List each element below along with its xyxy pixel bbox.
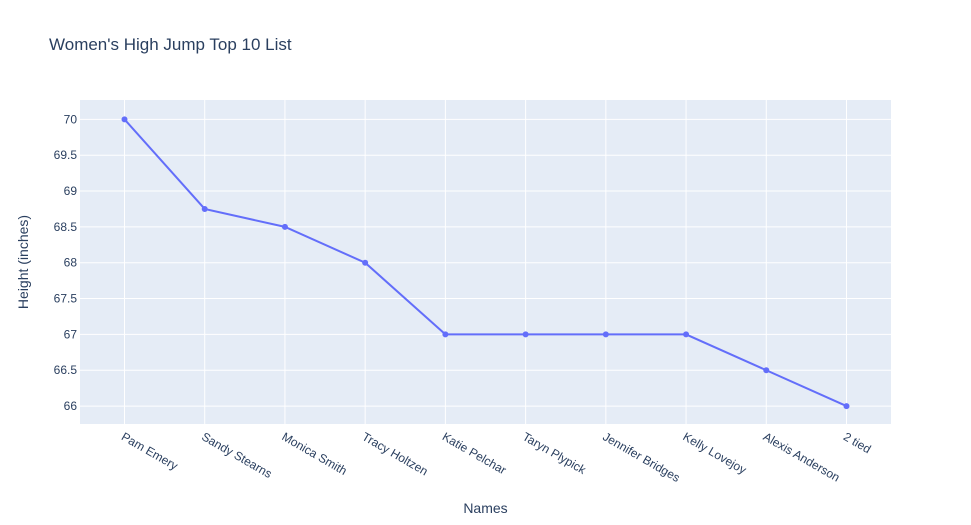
x-axis-ticks: Pam Emery Sandy Stearns Monica Smith Tracy … (119, 429, 873, 484)
y-tick-label: 68.5 (54, 220, 78, 234)
x-tick-label: Alexis Anderson (761, 429, 843, 484)
data-point[interactable] (281, 223, 288, 230)
x-tick-label: Kelly Lovejoy (681, 429, 749, 476)
data-point[interactable] (843, 403, 850, 410)
x-tick-label: 2 tied (841, 429, 873, 456)
data-point[interactable] (522, 331, 529, 338)
y-tick-label: 70 (64, 112, 78, 126)
x-tick-label: Monica Smith (279, 429, 349, 477)
data-point[interactable] (362, 259, 369, 266)
y-axis-title: Height (inches) (15, 215, 31, 309)
data-point[interactable] (121, 116, 128, 123)
y-tick-label: 69 (64, 184, 78, 198)
data-point[interactable] (201, 205, 208, 212)
data-point[interactable] (763, 367, 770, 374)
x-tick-label: Katie Pelchar (440, 429, 509, 477)
y-tick-label: 69.5 (54, 148, 78, 162)
x-tick-label: Tracy Holtzen (360, 429, 431, 478)
y-tick-label: 67.5 (54, 292, 78, 306)
y-tick-label: 66.5 (54, 363, 78, 377)
data-point[interactable] (683, 331, 690, 338)
x-axis-title: Names (463, 500, 507, 516)
chart-title: Women's High Jump Top 10 List (49, 35, 292, 54)
x-tick-label: Jennifer Bridges (600, 429, 682, 484)
y-axis-ticks: 66 66.5 67 67.5 68 68.5 69 69.5 70 (54, 112, 78, 413)
series-markers (121, 116, 850, 410)
x-tick-label: Pam Emery (119, 429, 180, 472)
y-tick-label: 66 (64, 399, 78, 413)
x-tick-label: Taryn Plypick (520, 429, 589, 477)
data-point[interactable] (442, 331, 449, 338)
y-tick-label: 67 (64, 327, 78, 341)
series-line (123, 118, 847, 407)
x-tick-label: Sandy Stearns (199, 429, 274, 480)
data-point[interactable] (602, 331, 609, 338)
y-tick-label: 68 (64, 256, 78, 270)
plot-area (80, 100, 891, 424)
